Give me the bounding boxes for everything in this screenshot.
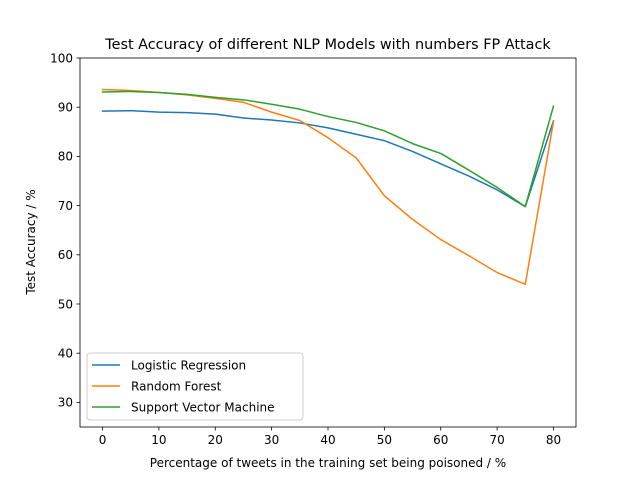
- series-line-1: [101, 109, 555, 208]
- x-tick-label: 40: [320, 433, 335, 447]
- legend-box: [86, 352, 304, 421]
- y-tick-label: 100: [50, 51, 73, 65]
- x-tick-label: 30: [264, 433, 279, 447]
- x-axis-ticks: 0 10 20 30 40 50 60 70 80: [99, 427, 561, 447]
- y-tick-label: 80: [58, 150, 73, 164]
- x-tick-label: 20: [208, 433, 223, 447]
- y-tick-label: 30: [58, 396, 73, 410]
- y-tick-label: 90: [58, 101, 73, 115]
- x-tick-label: 80: [546, 433, 561, 447]
- chart-title: Test Accuracy of different NLP Models wi…: [104, 37, 551, 53]
- y-tick-label: 60: [58, 248, 73, 262]
- legend-label: Random Forest: [131, 379, 222, 393]
- x-tick-label: 10: [151, 433, 166, 447]
- x-axis-label: Percentage of tweets in the training set…: [150, 456, 506, 470]
- x-tick-label: 0: [99, 433, 107, 447]
- x-tick-label: 50: [377, 433, 392, 447]
- y-axis-label: Test Accuracy / %: [24, 189, 38, 295]
- series-group: [101, 88, 555, 286]
- y-axis-ticks: 30 40 50 60 70 80 90 100: [50, 51, 80, 410]
- legend: Logistic Regression Random Forest Support …: [86, 352, 304, 421]
- legend-label: Support Vector Machine: [131, 400, 275, 414]
- y-tick-label: 40: [58, 347, 73, 361]
- series-line-3: [101, 90, 555, 208]
- y-tick-label: 50: [58, 297, 73, 311]
- y-tick-label: 70: [58, 199, 73, 213]
- legend-label: Logistic Regression: [131, 358, 246, 372]
- x-tick-label: 70: [489, 433, 504, 447]
- x-tick-label: 60: [433, 433, 448, 447]
